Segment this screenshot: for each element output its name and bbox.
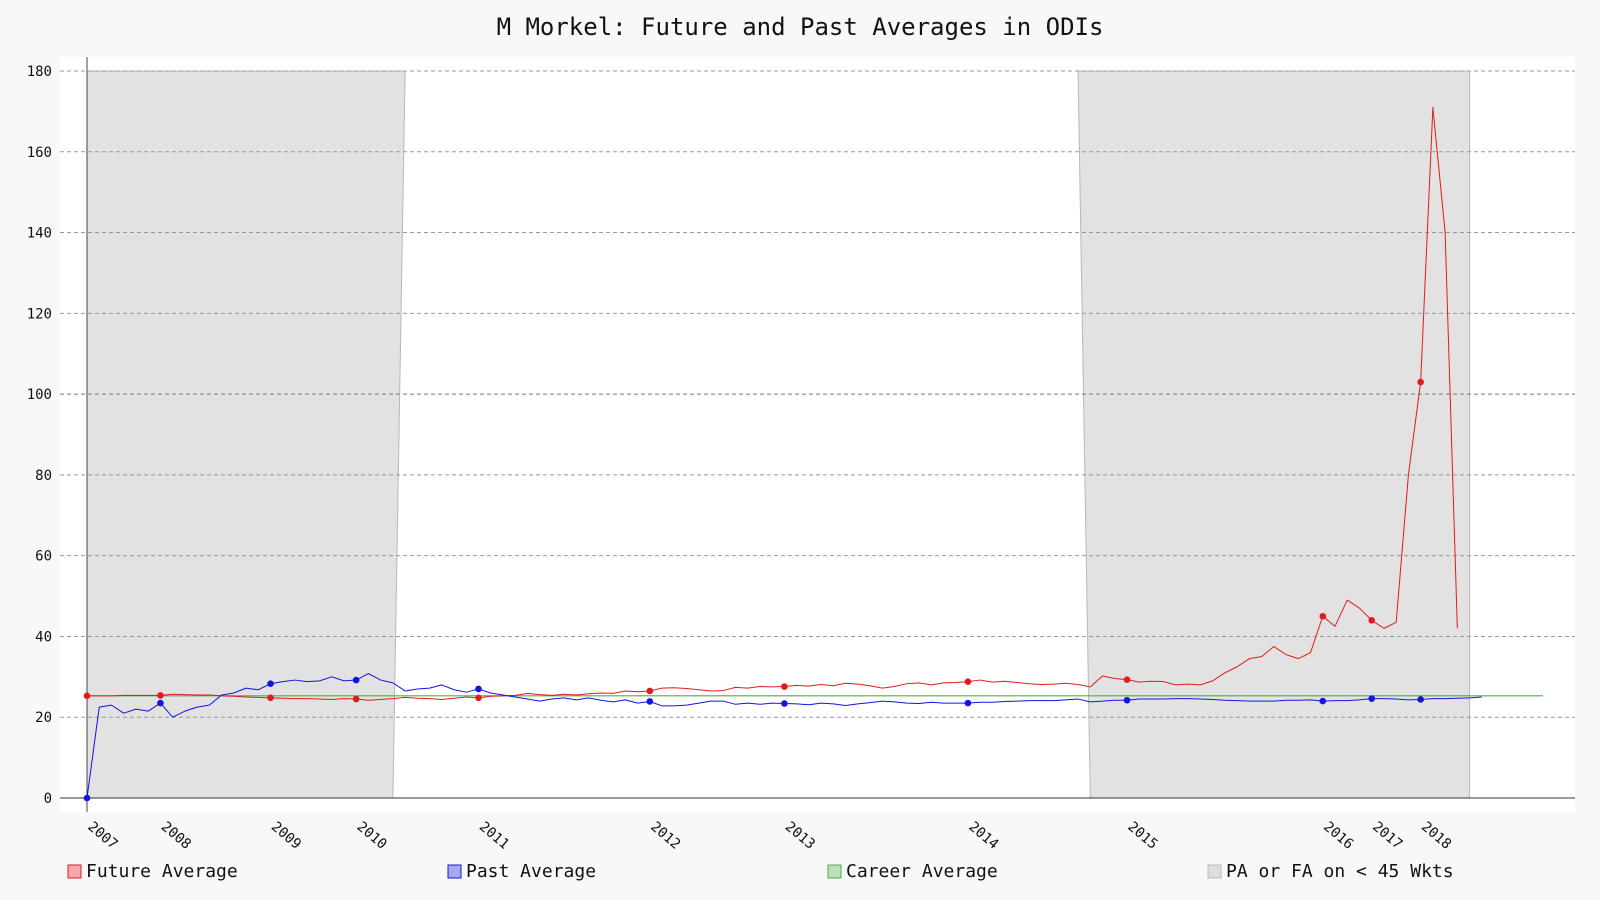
past-average-marker: [1368, 695, 1376, 702]
x-tick-label: 2014: [965, 819, 1001, 853]
legend-label-career: Career Average: [846, 861, 998, 882]
x-tick-label: 2018: [1418, 819, 1454, 853]
future-average-marker: [781, 683, 788, 690]
series-markers: [83, 378, 1424, 802]
past-average-marker: [1417, 696, 1424, 703]
shaded-regions: [86, 70, 1471, 799]
future-average-marker: [352, 695, 360, 703]
axes: [60, 57, 1575, 812]
y-tick-label: 60: [35, 549, 52, 565]
x-tick-label: 2016: [1320, 819, 1356, 853]
legend-swatch-shade: [1207, 864, 1222, 879]
past-average-marker: [1319, 697, 1327, 705]
legend: Future Average Past Average Career Average…: [67, 861, 1454, 882]
future-average-marker: [646, 687, 654, 695]
past-average-marker: [267, 680, 274, 687]
y-tick-label: 100: [27, 387, 52, 403]
past-average-marker: [157, 699, 164, 707]
future-average-marker: [1319, 612, 1327, 620]
legend-swatch-future: [67, 864, 82, 879]
x-tick-label: 2017: [1369, 819, 1405, 853]
legend-label-past: Past Average: [466, 861, 596, 882]
x-tick-label: 2012: [647, 819, 683, 853]
legend-label-shade: PA or FA on < 45 Wkts: [1226, 861, 1454, 882]
y-tick-label: 80: [35, 468, 52, 484]
past-average-marker: [475, 685, 482, 693]
legend-swatch-past: [447, 864, 462, 879]
future-average-marker: [157, 692, 164, 699]
x-tick-label: 2015: [1124, 819, 1160, 853]
y-tick-label: 20: [35, 710, 52, 726]
x-tick-labels: 2007 2008 2009 2010 2011 2012 2013 2014 2015 2016…: [84, 819, 1454, 853]
past-average-marker: [646, 698, 654, 705]
future-average-marker: [1417, 378, 1424, 386]
past-average-marker: [83, 794, 91, 802]
legend-swatch-career: [827, 864, 842, 879]
x-tick-label: 2010: [354, 819, 390, 853]
future-average-line: [87, 106, 1458, 701]
shaded-region-1: [86, 70, 406, 799]
y-tick-label: 140: [27, 226, 52, 242]
past-average-marker: [1123, 696, 1131, 704]
future-average-marker: [1123, 676, 1131, 683]
chart-title: M Morkel: Future and Past Averages in OD…: [497, 13, 1104, 41]
x-tick-label: 2008: [158, 819, 194, 853]
shaded-region-2: [1077, 70, 1471, 799]
y-tick-labels: 0 20 40 60 80 100 120 140 160 180: [27, 64, 52, 807]
y-tick-label: 40: [35, 629, 52, 645]
past-average-marker: [781, 700, 788, 707]
y-tick-label: 160: [27, 145, 52, 161]
x-tick-label: 2009: [268, 819, 304, 853]
past-average-marker: [352, 676, 360, 684]
y-tick-label: 0: [44, 791, 52, 807]
y-tick-label: 120: [27, 306, 52, 322]
x-tick-label: 2011: [476, 819, 512, 853]
legend-label-future: Future Average: [86, 861, 238, 882]
future-average-marker: [1368, 616, 1376, 624]
future-average-marker: [475, 694, 482, 702]
past-average-marker: [964, 699, 972, 707]
y-tick-label: 180: [27, 64, 52, 80]
future-average-marker: [964, 678, 972, 685]
x-tick-label: 2013: [782, 819, 818, 853]
grid-lines: [60, 70, 1575, 718]
future-average-marker: [267, 694, 274, 702]
future-average-marker: [83, 692, 91, 700]
x-tick-label: 2007: [84, 819, 120, 853]
